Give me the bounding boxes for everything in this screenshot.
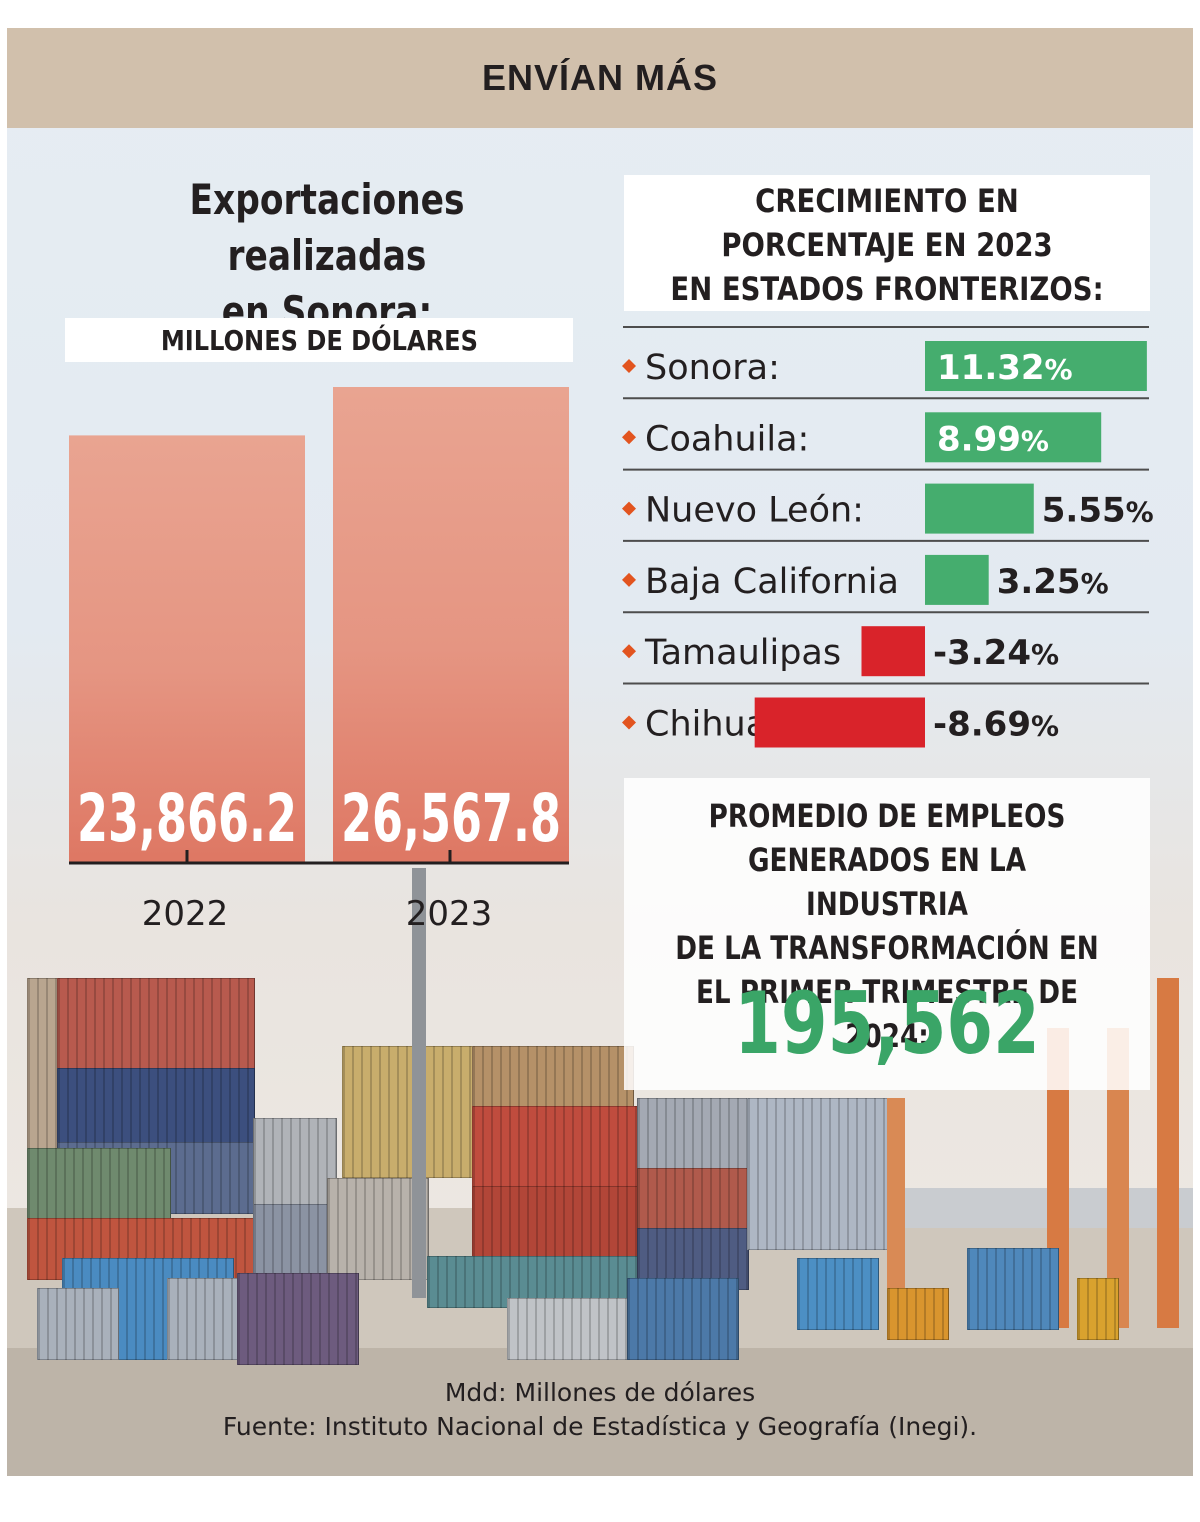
- growth-title-line2: PORCENTAJE EN 2023: [721, 226, 1053, 264]
- diamond-bullet-icon: [622, 359, 636, 373]
- exports-year-2023: 2023: [406, 894, 493, 934]
- growth-label-3: Baja California: [645, 562, 899, 602]
- exports-title-line1: Exportaciones realizadas: [189, 175, 465, 280]
- growth-bar-chart: Sonora: 11.32% Coahuila: 8.99% Nuevo León: 5.…: [622, 326, 1154, 748]
- employment-title-line4: EL PRIMER TRIMESTRE DE 2024:: [695, 973, 1079, 1055]
- growth-label-4: Tamaulipas: [644, 633, 841, 673]
- exports-bar-2023: [333, 387, 569, 863]
- diamond-bullet-icon: [622, 644, 636, 659]
- employment-title: PROMEDIO DE EMPLEOS GENERADOS EN LA INDU…: [671, 794, 1102, 1058]
- growth-title-line3: EN ESTADOS FRONTERIZOS:: [670, 270, 1104, 308]
- growth-bar-2: [925, 483, 1034, 534]
- header-band: ENVÍAN MÁS: [7, 28, 1193, 128]
- growth-bar-4: [861, 626, 925, 677]
- growth-title-line1: CRECIMIENTO EN: [755, 182, 1019, 220]
- growth-title: CRECIMIENTO EN PORCENTAJE EN 2023 EN EST…: [661, 179, 1113, 311]
- unit-label-box: MILLONES DE DÓLARES: [65, 318, 573, 362]
- growth-label-0: Sonora:: [645, 348, 780, 388]
- growth-value-5: -8.69%: [933, 705, 1059, 745]
- growth-title-box: CRECIMIENTO EN PORCENTAJE EN 2023 EN EST…: [624, 175, 1150, 311]
- diamond-bullet-icon: [622, 501, 636, 516]
- exports-year-2022: 2022: [142, 894, 229, 934]
- growth-label-2: Nuevo León:: [645, 491, 864, 531]
- footer-notes: Mdd: Millones de dólares Fuente: Institu…: [7, 1376, 1193, 1444]
- infographic-frame: ENVÍAN MÁS Exportaciones realizadas en S…: [7, 28, 1193, 1476]
- employment-title-line2: GENERADOS EN LA INDUSTRIA: [747, 841, 1027, 923]
- diamond-bullet-icon: [622, 430, 636, 445]
- exports-value-2023: 26,567.8: [341, 780, 561, 857]
- exports-bar-chart: 23,866.2 2022 26,567.8 2023: [69, 387, 569, 934]
- growth-value-2: 5.55%: [1042, 491, 1154, 531]
- employment-title-line3: DE LA TRANSFORMACIÓN EN: [675, 929, 1099, 967]
- employment-value: 195,562: [734, 974, 1040, 1074]
- unit-label: MILLONES DE DÓLARES: [160, 323, 478, 357]
- growth-bar-5: [754, 697, 925, 748]
- growth-bar-0: [925, 341, 1147, 391]
- growth-label-1: Coahuila:: [645, 419, 809, 459]
- exports-value-2022: 23,866.2: [77, 780, 297, 857]
- infographic-title: ENVÍAN MÁS: [481, 57, 719, 98]
- exports-bar-2022: [69, 435, 305, 863]
- diamond-bullet-icon: [622, 715, 636, 730]
- growth-value-4: -3.24%: [933, 633, 1059, 673]
- growth-bar-3: [925, 554, 989, 605]
- employment-title-line1: PROMEDIO DE EMPLEOS: [708, 797, 1066, 835]
- growth-bar-1: [925, 412, 1102, 463]
- growth-value-0: 11.32%: [937, 348, 1073, 388]
- footer-unit-note: Mdd: Millones de dólares: [444, 1378, 756, 1407]
- footer-source-note: Fuente: Instituto Nacional de Estadístic…: [222, 1412, 978, 1441]
- employment-box: PROMEDIO DE EMPLEOS GENERADOS EN LA INDU…: [624, 778, 1150, 1090]
- growth-value-3: 3.25%: [997, 562, 1109, 602]
- diamond-bullet-icon: [622, 572, 636, 587]
- growth-value-1: 8.99%: [937, 419, 1049, 459]
